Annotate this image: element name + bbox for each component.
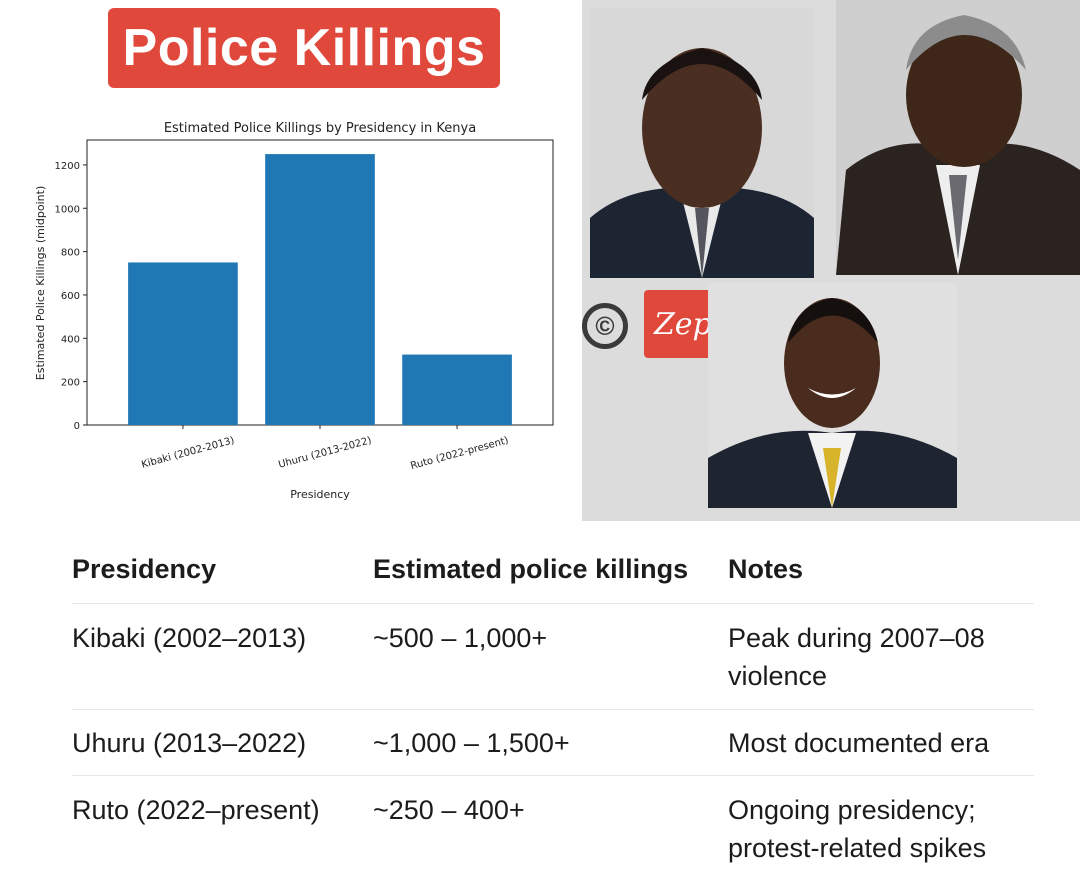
row-1-estimate: ~500 – 1,000+ <box>373 623 548 653</box>
bar-2 <box>265 154 375 425</box>
bar-3 <box>402 354 512 425</box>
row-2-estimate: ~1,000 – 1,500+ <box>373 728 570 758</box>
copyright-icon: © <box>582 303 628 349</box>
y-axis-label: Estimated Police Killings (midpoint) <box>34 186 47 380</box>
row-3-notes-line-1: Ongoing presidency; <box>728 795 976 825</box>
title-banner: Police Killings <box>108 8 500 88</box>
y-tick-label: 1200 <box>55 161 80 172</box>
y-tick-label: 800 <box>61 248 80 259</box>
x-tick-label: Ruto (2022-present) <box>409 435 509 472</box>
comparison-table: Presidency Estimated police killings Not… <box>0 521 1080 870</box>
bar-chart: Estimated Police Killings by Presidency … <box>34 121 554 501</box>
row-3-estimate: ~250 – 400+ <box>373 795 525 825</box>
chart-title: Estimated Police Killings by Presidency … <box>164 121 476 136</box>
portrait-photo-1 <box>590 8 814 278</box>
header-notes: Notes <box>728 554 804 584</box>
x-tick-label: Kibaki (2002-2013) <box>140 435 236 470</box>
x-tick-label: Uhuru (2013-2022) <box>277 435 373 470</box>
y-tick-label: 0 <box>74 421 80 432</box>
y-tick-label: 600 <box>61 291 80 302</box>
row-divider-2 <box>72 775 1034 776</box>
header-estimate: Estimated police killings <box>373 554 689 584</box>
row-1-notes-line-2: violence <box>728 661 828 691</box>
row-2-notes-line-1: Most documented era <box>728 728 990 758</box>
portrait-photo-2 <box>836 0 1080 275</box>
y-tick-label: 1000 <box>55 204 80 215</box>
row-3-presidency: Ruto (2022–present) <box>72 795 320 825</box>
y-tick-label: 200 <box>61 378 80 389</box>
row-2-presidency: Uhuru (2013–2022) <box>72 728 307 758</box>
bar-1 <box>128 262 238 425</box>
y-tick-label: 400 <box>61 334 80 345</box>
header-divider <box>72 603 1034 604</box>
portrait-photo-3 <box>708 283 957 508</box>
row-1-notes-line-1: Peak during 2007–08 <box>728 623 985 653</box>
header-presidency: Presidency <box>72 554 217 584</box>
row-divider-1 <box>72 709 1034 710</box>
row-3-notes-line-2: protest-related spikes <box>728 833 987 863</box>
x-axis-label: Presidency <box>290 488 350 501</box>
row-1-presidency: Kibaki (2002–2013) <box>72 623 307 653</box>
